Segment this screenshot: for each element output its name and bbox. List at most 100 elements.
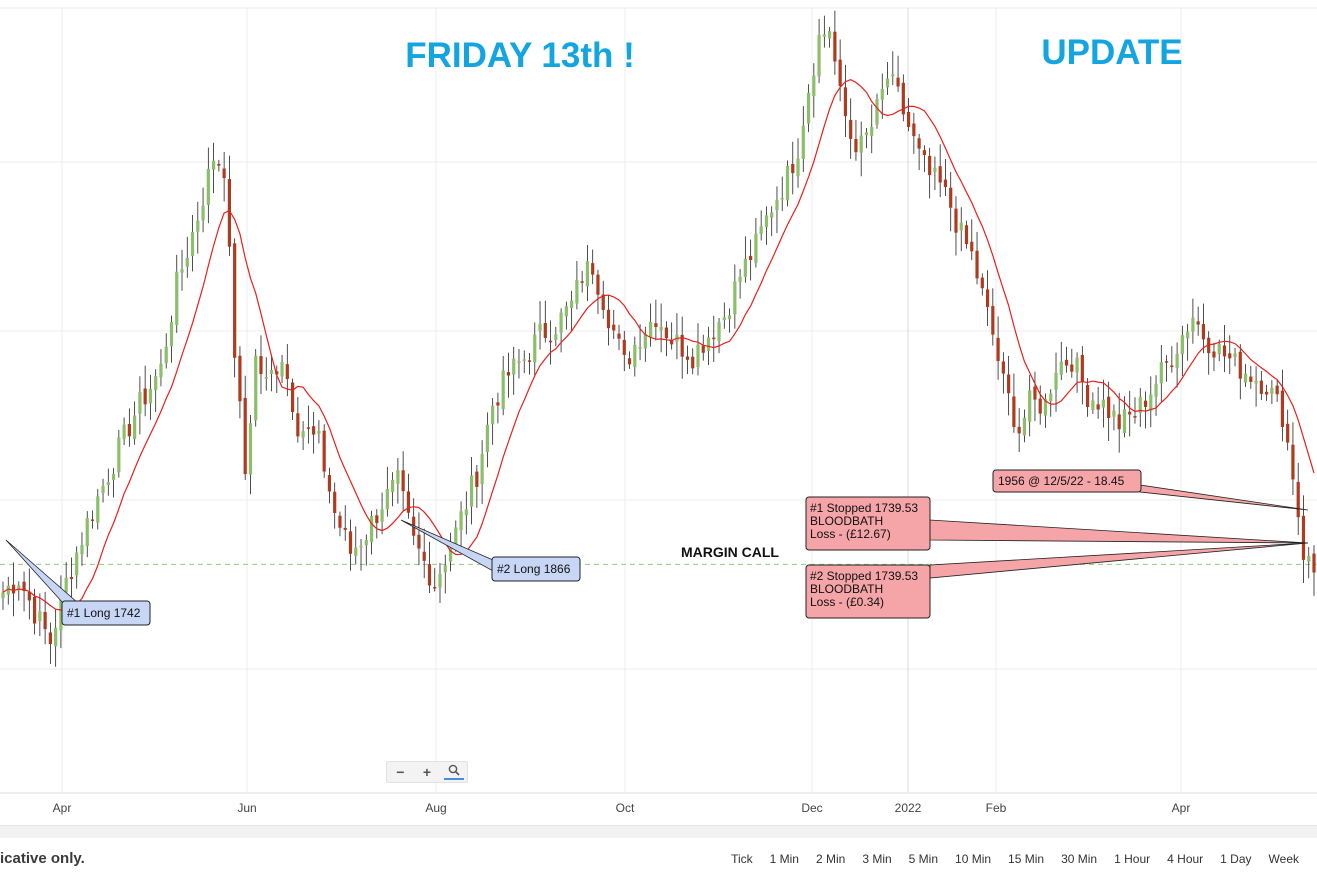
chart-area[interactable]: Apr Jun Aug Oct Dec 2022 Feb Apr FRIDAY 13th ! … bbox=[0, 0, 1317, 825]
zoom-controls: − + bbox=[386, 761, 468, 783]
candle-down bbox=[1033, 386, 1037, 400]
zoom-reset-button[interactable] bbox=[443, 764, 464, 780]
candle-down bbox=[327, 475, 332, 492]
callout-stop-1-pointer bbox=[929, 519, 1309, 544]
x-tick-label: Apr bbox=[53, 801, 72, 815]
candle-down bbox=[622, 339, 626, 355]
candle-up bbox=[801, 125, 805, 159]
candle-down bbox=[296, 413, 300, 437]
candle-up bbox=[1054, 372, 1058, 390]
candle-up bbox=[485, 424, 489, 453]
candle-up bbox=[1159, 362, 1163, 384]
candle-up bbox=[717, 322, 721, 341]
candle-down bbox=[496, 402, 500, 406]
candle-up bbox=[438, 573, 442, 588]
candle-up bbox=[480, 454, 484, 485]
candle-up bbox=[770, 212, 774, 218]
x-tick-label: Oct bbox=[616, 801, 635, 815]
candle-down bbox=[617, 333, 621, 339]
candle-up bbox=[733, 281, 737, 315]
candle-up bbox=[538, 323, 542, 331]
candle-down bbox=[943, 179, 948, 188]
candle-down bbox=[1012, 396, 1016, 427]
candle-up bbox=[38, 611, 42, 622]
candle-down bbox=[1080, 354, 1084, 382]
candle-down bbox=[375, 515, 379, 524]
candle-down bbox=[833, 31, 837, 62]
timeframe-30-min[interactable]: 30 Min bbox=[1061, 852, 1098, 866]
timeframe-5-min[interactable]: 5 Min bbox=[908, 852, 939, 866]
callout-stop-2: #2 Stopped 1739.53 BLOODBATH Loss - (£0.… bbox=[805, 542, 1309, 619]
candle-up bbox=[796, 158, 800, 177]
candle-up bbox=[148, 388, 153, 404]
candle-down bbox=[964, 225, 969, 245]
timeframe-4-hour[interactable]: 4 Hour bbox=[1167, 852, 1204, 866]
callout-long-2: #2 Long 1866 bbox=[400, 519, 581, 582]
candle-down bbox=[1117, 414, 1121, 430]
candle-down bbox=[991, 306, 995, 335]
callout-long-2-box bbox=[491, 556, 581, 582]
callout-stop-2-box bbox=[805, 564, 931, 619]
candle-up bbox=[117, 437, 121, 473]
callout-long-1: #1 Long 1742 bbox=[5, 539, 151, 626]
candle-up bbox=[85, 518, 89, 547]
candle-up bbox=[190, 231, 195, 257]
candle-up bbox=[780, 197, 784, 200]
candle-up bbox=[554, 334, 558, 340]
candle-down bbox=[285, 364, 289, 379]
timeframe-1-hour[interactable]: 1 Hour bbox=[1114, 852, 1151, 866]
timeframe-15-min[interactable]: 15 Min bbox=[1008, 852, 1045, 866]
timeframe-1-day[interactable]: 1 Day bbox=[1220, 852, 1252, 866]
zoom-out-button[interactable]: − bbox=[396, 764, 405, 780]
timeframe-tick[interactable]: Tick bbox=[731, 852, 753, 866]
price-chart[interactable]: Apr Jun Aug Oct Dec 2022 Feb Apr FRIDAY 13th ! … bbox=[0, 0, 1317, 825]
zoom-in-button[interactable]: + bbox=[422, 764, 432, 780]
candle-up bbox=[1254, 380, 1258, 384]
timeframe-10-min[interactable]: 10 Min bbox=[955, 852, 992, 866]
candle-up bbox=[1122, 409, 1127, 434]
candle-up bbox=[822, 34, 826, 37]
candle-down bbox=[90, 519, 95, 521]
candle-up bbox=[933, 167, 937, 172]
candle-up bbox=[659, 326, 663, 331]
x-tick-label: Feb bbox=[986, 801, 1007, 815]
candle-up bbox=[533, 334, 537, 363]
candle-down bbox=[691, 356, 695, 369]
candle-up bbox=[101, 486, 105, 494]
candle-up bbox=[133, 415, 137, 440]
candle-down bbox=[43, 611, 47, 630]
candle-down bbox=[1038, 398, 1042, 414]
candle-up bbox=[1075, 357, 1079, 373]
callout-price-note-pointer bbox=[1139, 484, 1309, 511]
candle-down bbox=[970, 241, 974, 252]
candle-up bbox=[817, 35, 821, 77]
candle-up bbox=[501, 370, 505, 410]
candle-up bbox=[706, 337, 711, 351]
candle-up bbox=[759, 226, 763, 234]
candle-up bbox=[891, 74, 895, 77]
timeframe-week[interactable]: Week bbox=[1268, 852, 1299, 866]
candle-down bbox=[954, 208, 958, 233]
candle-up bbox=[154, 376, 158, 391]
callout-long-1-pointer bbox=[5, 539, 80, 604]
candle-down bbox=[591, 263, 595, 275]
candle-up bbox=[169, 322, 174, 347]
callout-long-1-text: #1 Long 1742 bbox=[67, 606, 141, 620]
timeframe-1-min[interactable]: 1 Min bbox=[769, 852, 799, 866]
timeframe-2-min[interactable]: 2 Min bbox=[815, 852, 846, 866]
candle-down bbox=[1143, 400, 1148, 407]
candle-up bbox=[180, 269, 184, 273]
candle-up bbox=[359, 545, 363, 548]
candle-up bbox=[812, 75, 816, 97]
candle-down bbox=[427, 564, 432, 586]
candle-up bbox=[59, 594, 63, 631]
candle-down bbox=[343, 527, 347, 530]
candle-down bbox=[1222, 345, 1227, 357]
candle-down bbox=[1064, 359, 1069, 366]
candle-down bbox=[1164, 361, 1169, 363]
candle-down bbox=[27, 591, 31, 601]
margin-call-label: MARGIN CALL bbox=[681, 544, 779, 560]
candle-up bbox=[54, 627, 58, 647]
disclaimer-text: icative only. bbox=[0, 850, 85, 867]
timeframe-3-min[interactable]: 3 Min bbox=[862, 852, 892, 866]
